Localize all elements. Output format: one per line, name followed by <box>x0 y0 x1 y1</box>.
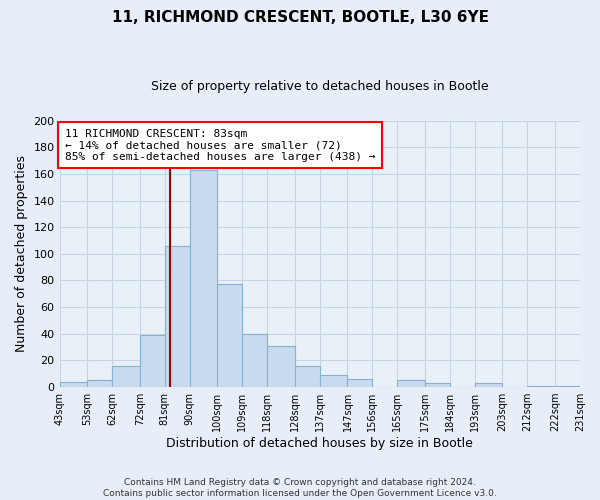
Bar <box>475 383 502 387</box>
Bar <box>242 334 267 387</box>
X-axis label: Distribution of detached houses by size in Bootle: Distribution of detached houses by size … <box>166 437 473 450</box>
Bar <box>59 382 87 387</box>
Title: Size of property relative to detached houses in Bootle: Size of property relative to detached ho… <box>151 80 488 93</box>
Bar <box>320 375 347 387</box>
Text: 11 RICHMOND CRESCENT: 83sqm
← 14% of detached houses are smaller (72)
85% of sem: 11 RICHMOND CRESCENT: 83sqm ← 14% of det… <box>65 128 375 162</box>
Text: Contains HM Land Registry data © Crown copyright and database right 2024.
Contai: Contains HM Land Registry data © Crown c… <box>103 478 497 498</box>
Bar <box>295 366 320 387</box>
Y-axis label: Number of detached properties: Number of detached properties <box>15 156 28 352</box>
Bar <box>140 335 165 387</box>
Bar <box>267 346 295 387</box>
Text: 11, RICHMOND CRESCENT, BOOTLE, L30 6YE: 11, RICHMOND CRESCENT, BOOTLE, L30 6YE <box>112 10 488 25</box>
Bar <box>397 380 425 387</box>
Bar <box>527 386 555 387</box>
Bar <box>217 284 242 387</box>
Bar <box>347 379 373 387</box>
Bar <box>165 246 190 387</box>
Bar <box>555 386 580 387</box>
Bar <box>87 380 112 387</box>
Bar <box>190 170 217 387</box>
Bar <box>112 366 140 387</box>
Bar <box>425 383 450 387</box>
